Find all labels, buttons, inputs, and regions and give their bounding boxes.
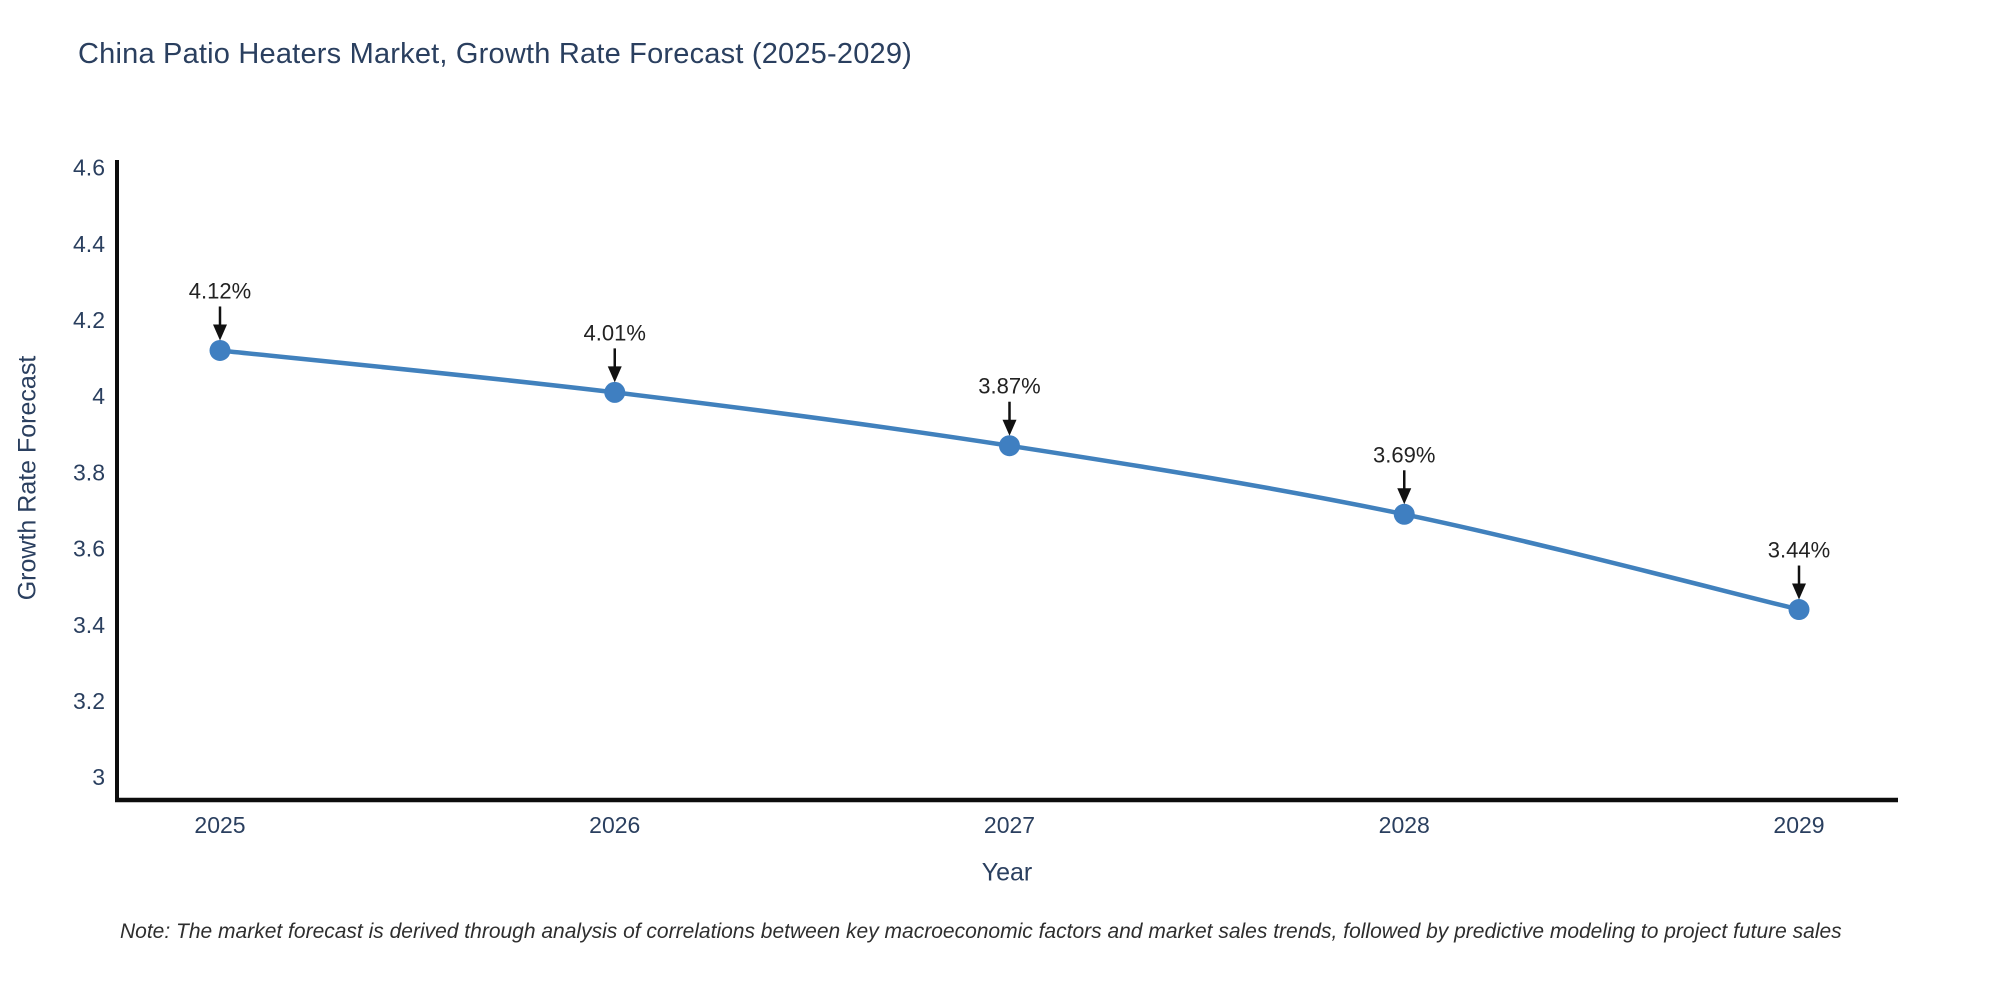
x-tick-label: 2026 — [589, 812, 640, 838]
chart-title: China Patio Heaters Market, Growth Rate … — [78, 38, 913, 70]
data-point-label: 3.69% — [1373, 442, 1435, 467]
annotation-arrowhead-icon — [607, 366, 622, 383]
x-tick-label: 2027 — [984, 812, 1035, 838]
y-tick-label: 3.8 — [73, 459, 105, 485]
data-point-label: 3.87% — [978, 374, 1040, 399]
data-point-marker — [209, 339, 231, 361]
footnote: Note: The market forecast is derived thr… — [120, 920, 1842, 943]
x-tick-label: 2025 — [194, 812, 245, 838]
y-axis-title: Growth Rate Forecast — [13, 355, 42, 601]
y-tick-label: 4.4 — [73, 231, 105, 257]
data-point-label: 4.01% — [584, 320, 646, 345]
y-tick-label: 3.4 — [73, 612, 105, 638]
y-tick-label: 4.2 — [73, 307, 105, 333]
y-tick-label: 3.2 — [73, 688, 105, 714]
data-point-label: 4.12% — [189, 278, 251, 303]
annotation-arrowhead-icon — [1002, 419, 1017, 436]
x-tick-label: 2028 — [1379, 812, 1430, 838]
data-point-marker — [604, 381, 626, 403]
y-tick-label: 4 — [92, 383, 105, 409]
data-point-marker — [999, 435, 1020, 457]
y-tick-label: 3.6 — [73, 536, 105, 562]
y-tick-label: 4.6 — [73, 155, 105, 181]
x-axis-title: Year — [981, 858, 1033, 887]
data-point-marker — [1788, 599, 1810, 621]
annotation-arrowhead-icon — [213, 324, 227, 341]
annotation-arrowhead-icon — [1792, 583, 1806, 600]
annotation-arrowhead-icon — [1397, 488, 1412, 505]
x-tick-label: 2029 — [1773, 812, 1824, 838]
y-tick-label: 3 — [92, 764, 105, 790]
data-point-label: 3.44% — [1768, 538, 1830, 563]
data-point-marker — [1393, 503, 1415, 525]
